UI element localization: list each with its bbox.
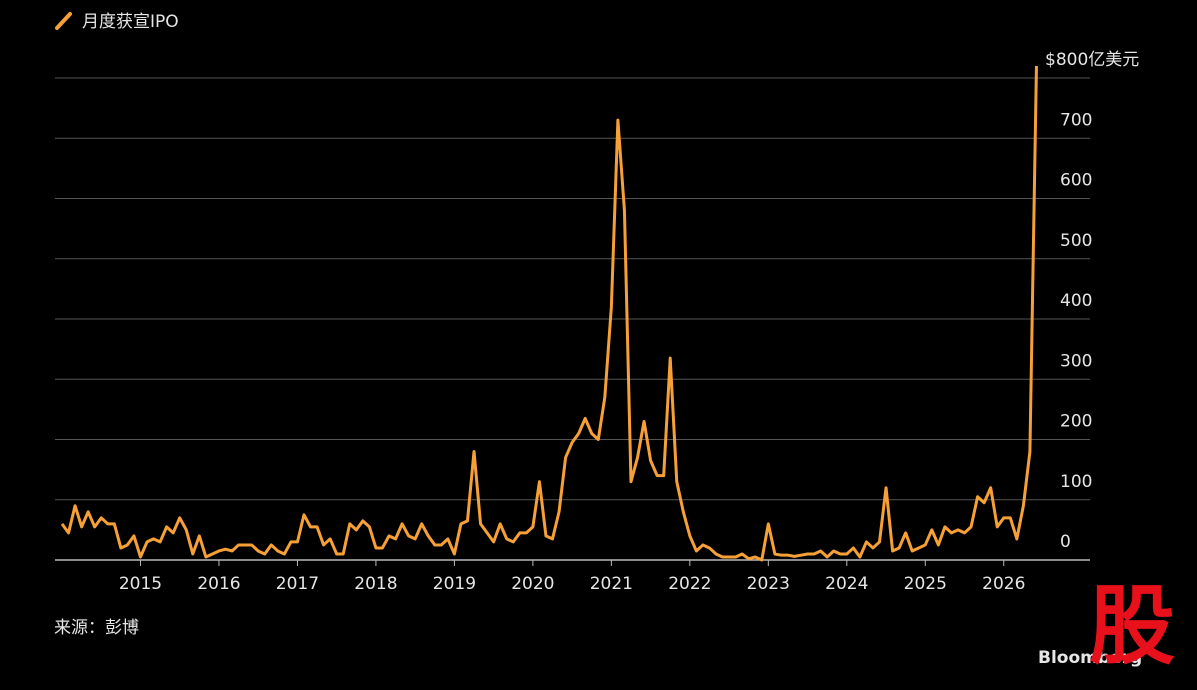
x-tick-label: 2023: [747, 574, 790, 594]
y-tick-label: 600: [1060, 171, 1092, 191]
y-tick-label: 700: [1060, 110, 1092, 130]
y-tick-label: 100: [1060, 472, 1092, 492]
y-tick-label: 300: [1060, 351, 1092, 371]
x-tick-label: 2026: [982, 574, 1025, 594]
x-tick-label: 2021: [590, 574, 633, 594]
y-tick-label: 0: [1060, 532, 1071, 552]
y-tick-label: 400: [1060, 291, 1092, 311]
source: 来源：彭博: [54, 618, 139, 638]
legend-label: 月度获宣IPO: [82, 12, 179, 32]
x-tick-label: 2018: [354, 574, 397, 594]
x-tick-label: 2025: [904, 574, 947, 594]
y-tick-label: $800亿美元: [1045, 50, 1139, 70]
legend-swatch: [55, 12, 72, 30]
x-tick-label: 2017: [276, 574, 319, 594]
x-tick-label: 2015: [119, 574, 162, 594]
x-tick-label: 2024: [825, 574, 868, 594]
y-tick-label: 500: [1060, 231, 1092, 251]
x-tick-label: 2022: [668, 574, 711, 594]
brand: Bloomberg: [1038, 648, 1142, 668]
x-tick-label: 2019: [433, 574, 476, 594]
x-tick-label: 2020: [511, 574, 554, 594]
y-tick-label: 200: [1060, 412, 1092, 432]
watermark: 股: [1089, 576, 1175, 676]
x-tick-label: 2016: [197, 574, 240, 594]
plot: 0 100 200 300 400 500 600 700 $800亿美元 2015 2016 201…: [55, 50, 1139, 594]
series-line: [60, 65, 1038, 562]
